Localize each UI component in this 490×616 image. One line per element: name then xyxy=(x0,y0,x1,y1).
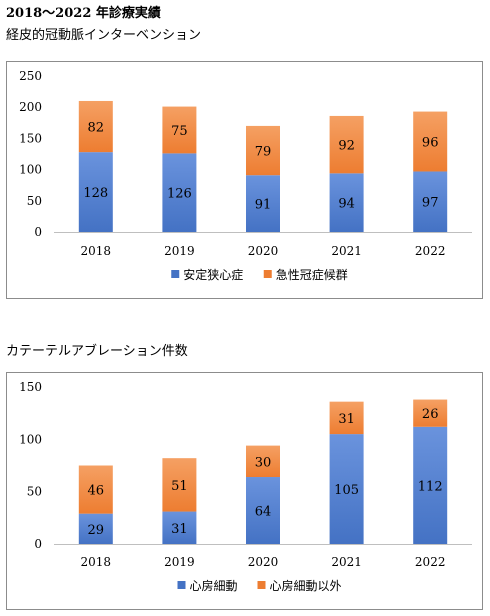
data-label: 26 xyxy=(422,407,439,422)
data-label: 96 xyxy=(422,136,439,151)
x-tick-label: 2021 xyxy=(331,244,362,258)
x-tick-label: 2022 xyxy=(415,244,446,258)
chart-title-ablation: カテーテルアブレーション件数 xyxy=(6,344,188,359)
bar-segment xyxy=(162,106,197,154)
ablation-chart: 0 50 100 150 29 46 2018 31 51 2019 64 30 2020 105 31 20… xyxy=(6,372,483,610)
data-label: 31 xyxy=(338,412,355,427)
x-tick-label: 2019 xyxy=(164,555,195,569)
legend-swatch xyxy=(177,581,186,589)
y-tick-label: 150 xyxy=(19,131,42,145)
bar-segment xyxy=(413,171,448,232)
legend-label: 心房細動 xyxy=(190,578,238,593)
legend-label: 安定狭心症 xyxy=(183,267,243,282)
legend-swatch xyxy=(263,270,272,278)
y-tick-label: 100 xyxy=(19,163,42,177)
bar-segment xyxy=(246,477,280,544)
x-tick-label: 2020 xyxy=(248,244,279,258)
y-tick-label: 100 xyxy=(19,432,42,446)
bar-segment xyxy=(78,152,113,232)
bar-segment xyxy=(246,445,280,478)
data-label: 51 xyxy=(171,479,188,494)
bar-segment xyxy=(329,115,364,174)
data-label: 94 xyxy=(338,197,355,212)
data-label: 105 xyxy=(334,483,359,498)
bar-segment xyxy=(246,175,280,232)
bar-segment xyxy=(329,173,364,232)
y-tick-label: 0 xyxy=(34,537,42,551)
ablation-chart-svg: 0 50 100 150 29 46 2018 31 51 2019 64 30 2020 105 31 20… xyxy=(19,380,472,593)
pci-chart-svg: 0 50 100 150 200 250 128 82 2018 126 75 2019 91 79 202… xyxy=(19,69,472,282)
y-tick-label: 250 xyxy=(19,69,42,83)
bar-segment xyxy=(329,401,364,435)
data-label: 46 xyxy=(88,484,105,499)
data-label: 97 xyxy=(422,196,439,211)
y-tick-label: 50 xyxy=(27,194,42,208)
data-label: 82 xyxy=(88,121,105,136)
legend: 心房細動 心房細動以外 xyxy=(177,578,342,593)
y-tick-label: 50 xyxy=(27,485,42,499)
data-label: 126 xyxy=(167,187,192,202)
data-label: 29 xyxy=(88,523,105,538)
data-label: 30 xyxy=(255,455,272,470)
bar-segment xyxy=(78,513,113,544)
data-label: 79 xyxy=(255,145,272,160)
bar-segment xyxy=(162,458,197,512)
bar-segment xyxy=(162,511,197,544)
data-label: 128 xyxy=(83,186,108,201)
chart-title-pci: 経皮的冠動脈インターベンション xyxy=(6,28,202,43)
bar-segment xyxy=(413,399,448,427)
data-label: 91 xyxy=(255,198,272,213)
x-tick-label: 2020 xyxy=(248,555,279,569)
data-label: 92 xyxy=(338,139,355,154)
legend-swatch xyxy=(171,270,180,278)
y-tick-label: 0 xyxy=(34,225,42,239)
pci-chart: 0 50 100 150 200 250 128 82 2018 126 75 2019 91 79 202… xyxy=(6,61,483,299)
legend-label: 心房細動以外 xyxy=(270,578,342,593)
data-label: 31 xyxy=(171,522,188,537)
x-tick-label: 2022 xyxy=(415,555,446,569)
bar-segment xyxy=(413,426,448,544)
bar-segment xyxy=(78,465,113,514)
legend: 安定狭心症 急性冠症候群 xyxy=(171,267,348,282)
bar-segment xyxy=(413,111,448,172)
x-tick-label: 2018 xyxy=(81,555,112,569)
legend-swatch xyxy=(257,581,266,589)
x-tick-label: 2018 xyxy=(81,244,112,258)
data-label: 112 xyxy=(418,479,443,494)
legend-label: 急性冠症候群 xyxy=(276,267,348,282)
page-heading: 2018～2022 年診療実績 xyxy=(6,6,161,21)
y-tick-label: 150 xyxy=(19,380,42,394)
data-label: 64 xyxy=(255,505,272,520)
bar-segment xyxy=(78,100,113,153)
bar-segment xyxy=(162,153,197,232)
bar-segment xyxy=(329,434,364,544)
x-tick-label: 2021 xyxy=(331,555,362,569)
y-tick-label: 200 xyxy=(19,100,42,114)
x-tick-label: 2019 xyxy=(164,244,195,258)
bar-segment xyxy=(246,125,280,176)
data-label: 75 xyxy=(171,124,188,139)
